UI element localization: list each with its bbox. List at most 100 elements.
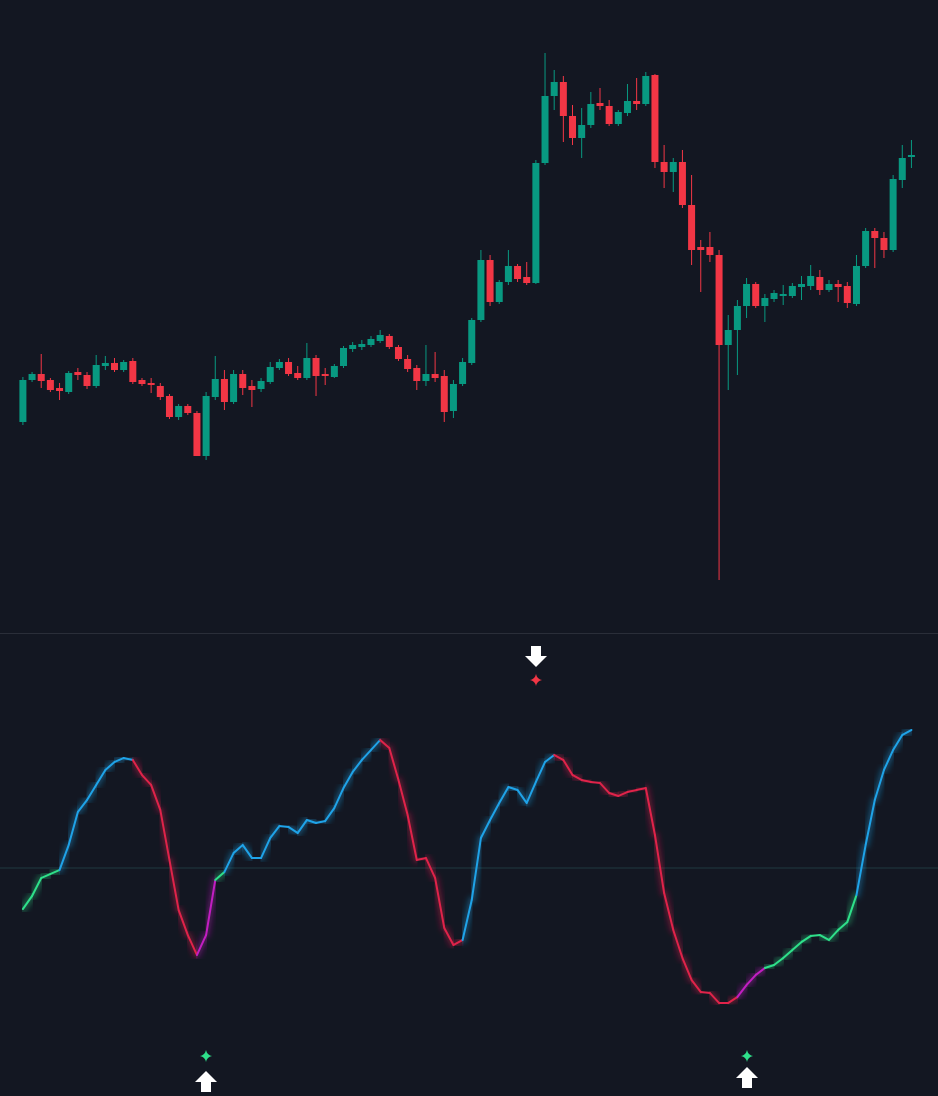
line-segment <box>589 781 601 784</box>
candle-body <box>449 384 457 411</box>
line-segment <box>635 787 647 791</box>
line-segment <box>626 789 638 793</box>
line-segment <box>67 811 79 846</box>
line-segment <box>168 859 180 911</box>
candle-body <box>852 266 860 304</box>
candle-body <box>651 75 659 162</box>
line-segment <box>140 774 153 786</box>
line-segment <box>333 787 345 809</box>
line-segment <box>104 761 116 771</box>
line-segment <box>388 747 400 781</box>
line-segment <box>571 774 583 781</box>
candle-body <box>752 284 760 306</box>
candle-body <box>871 231 879 238</box>
line-segment <box>150 784 162 811</box>
line-segment <box>369 739 382 751</box>
candle-body <box>211 379 219 397</box>
candle-body <box>743 284 751 306</box>
candle-body <box>294 373 302 378</box>
candle-body <box>788 286 796 296</box>
line-segment <box>351 759 363 773</box>
line-segment <box>855 844 867 896</box>
line-segment <box>818 934 830 941</box>
candle-body <box>220 379 228 402</box>
line-segment <box>864 799 876 846</box>
buy-star <box>200 1050 212 1062</box>
candle-body <box>312 358 320 376</box>
line-segment <box>644 787 656 836</box>
line-segment <box>159 809 171 861</box>
line-segment <box>498 786 510 804</box>
line-segment <box>241 844 253 859</box>
line-segment <box>608 792 620 797</box>
line-segment <box>617 791 629 797</box>
candle-body <box>376 335 384 341</box>
line-segment <box>736 984 748 998</box>
candle-body <box>660 162 668 172</box>
sell-arrow <box>525 646 547 667</box>
candle-body <box>385 336 393 347</box>
candle-body <box>798 284 806 287</box>
line-segment <box>470 837 482 901</box>
candle-body <box>19 380 27 422</box>
candle-body <box>770 293 778 299</box>
line-segment <box>681 957 693 981</box>
candle-body <box>65 373 73 392</box>
candle-body <box>862 231 870 266</box>
line-segment <box>95 769 107 786</box>
candle-body <box>761 298 769 306</box>
candle-body <box>92 365 100 386</box>
candle-body <box>321 374 329 376</box>
line-segment <box>214 871 226 881</box>
line-segment <box>708 992 721 1004</box>
line-segment <box>21 895 34 910</box>
line-segment <box>443 927 455 946</box>
line-segment <box>49 869 61 875</box>
candle-body <box>147 383 155 385</box>
buy-arrow <box>195 1071 217 1092</box>
candle-body <box>688 205 696 250</box>
candle-body <box>596 103 604 106</box>
line-segment <box>882 749 895 771</box>
candle-body <box>807 276 815 286</box>
candle-body <box>843 286 851 303</box>
buy-arrow <box>736 1067 758 1088</box>
line-segment <box>598 782 611 794</box>
candle-body <box>477 260 485 320</box>
candle-body <box>697 247 705 250</box>
candle-body <box>230 374 238 402</box>
line-segment <box>195 934 208 956</box>
candle-body <box>394 347 402 359</box>
line-segment <box>269 825 281 839</box>
line-segment <box>809 934 821 937</box>
candle-body <box>532 163 540 283</box>
candle-body <box>816 277 824 290</box>
candle-body <box>46 380 54 390</box>
candle-body <box>422 374 430 381</box>
candle-body <box>605 106 613 124</box>
line-segment <box>461 899 473 941</box>
line-segment <box>479 819 492 839</box>
candle-body <box>486 260 494 302</box>
line-segment <box>782 949 794 959</box>
line-segment <box>699 991 711 994</box>
line-segment <box>122 757 134 761</box>
candle-body <box>495 282 503 302</box>
line-segment <box>324 807 336 822</box>
candle-body <box>578 125 586 138</box>
candle-body <box>669 162 677 172</box>
line-segment <box>562 759 574 776</box>
candle-body <box>74 372 82 375</box>
candle-body <box>678 162 686 205</box>
line-segment <box>40 873 52 879</box>
candle-body <box>880 238 888 250</box>
line-segment <box>397 779 409 816</box>
candle-body <box>404 359 412 369</box>
candle-body <box>367 339 375 345</box>
candle-body <box>138 380 146 384</box>
candle-body <box>623 101 631 113</box>
line-segment <box>296 819 308 834</box>
candle-body <box>614 112 622 124</box>
candle-body <box>550 82 558 96</box>
